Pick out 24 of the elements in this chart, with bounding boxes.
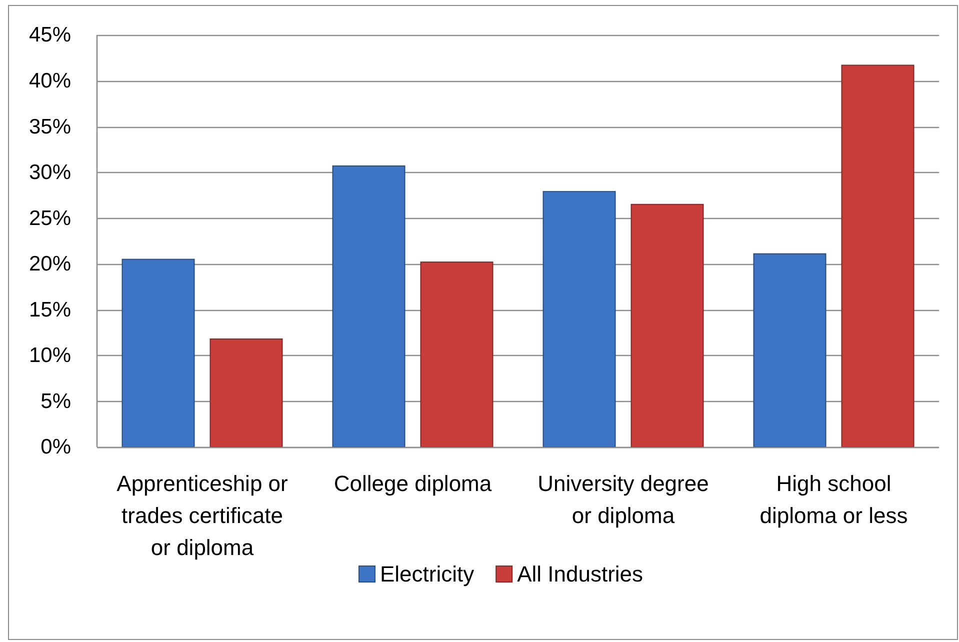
x-tick-label: University degree or diploma (538, 471, 709, 528)
bar (332, 165, 406, 448)
bar (841, 64, 914, 448)
y-tick-label: 30% (28, 161, 71, 184)
bar (210, 338, 283, 448)
x-tick-label: High school diploma or less (760, 471, 908, 528)
y-tick-label: 10% (28, 344, 71, 368)
y-tick-label: 15% (28, 298, 71, 322)
x-tick-label: College diploma (334, 471, 492, 496)
bar (630, 204, 704, 448)
bar (420, 262, 494, 448)
y-tick-label: 25% (28, 206, 71, 230)
y-tick-label: 5% (40, 390, 71, 413)
y-tick-label: 40% (28, 70, 71, 92)
y-tick-label: 20% (28, 252, 71, 276)
bar (122, 258, 195, 448)
y-tick-label: 45% (28, 24, 71, 47)
y-tick-label: 35% (28, 115, 71, 138)
x-tick-label: Apprenticeship or trades certificate or diploma (116, 471, 288, 560)
legend-label: All Industries (517, 562, 644, 587)
legend-label: Electricity (380, 562, 474, 587)
y-tick-label: 0% (40, 436, 71, 459)
bar (753, 253, 826, 448)
bar (542, 191, 616, 448)
